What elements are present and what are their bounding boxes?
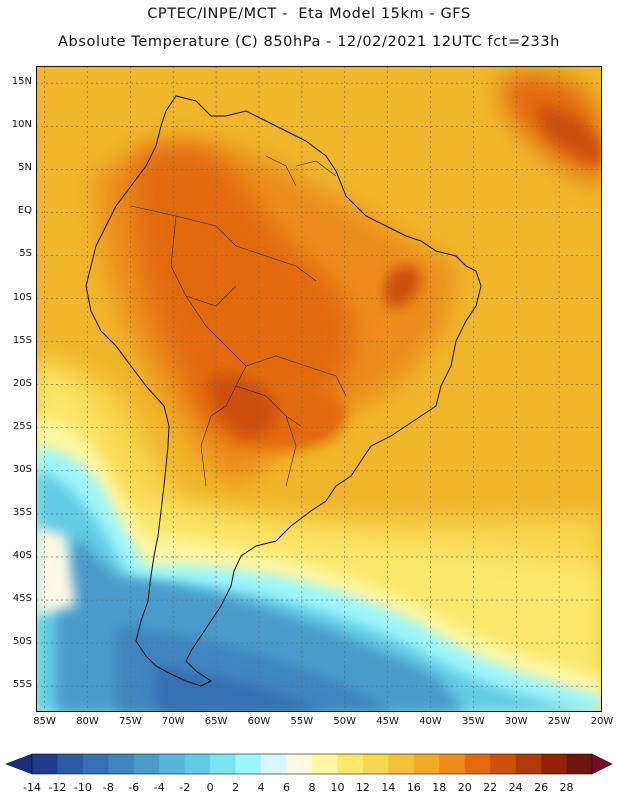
map-title: CPTEC/INPE/MCT - Eta Model 15km - GFS — [147, 6, 471, 22]
latitude-label: 10S — [12, 291, 32, 303]
colorbar-swatch — [490, 754, 516, 774]
colorbar-swatch — [439, 754, 466, 774]
latitude-label: 15N — [11, 76, 32, 88]
colorbar-swatch — [312, 754, 338, 774]
longitude-label: 35W — [462, 716, 485, 727]
latitude-label: 40S — [12, 549, 32, 561]
colorbar-swatch — [515, 754, 542, 774]
colorbar-swatch — [184, 754, 211, 774]
latitude-label: 45S — [12, 593, 32, 605]
colorbar-label: -10 — [73, 781, 92, 794]
colorbar-swatch — [541, 754, 567, 774]
colorbar-over-arrow — [591, 753, 613, 775]
coastline — [85, 95, 482, 687]
longitude-label: 30W — [504, 716, 528, 727]
latitude-label: 25S — [12, 420, 32, 432]
colorbar-label: 8 — [308, 781, 316, 794]
colorbar-swatch — [133, 754, 160, 774]
temperature-field — [36, 73, 602, 712]
colorbar-label: 16 — [406, 781, 421, 794]
latitude-label: 15S — [12, 334, 32, 346]
longitude-label: 40W — [419, 716, 442, 727]
country-borders — [130, 155, 347, 487]
colorbar-label: -6 — [128, 781, 140, 794]
colorbar-swatch — [82, 754, 109, 774]
latitude-label: 55S — [12, 679, 32, 691]
colorbar-label: -4 — [153, 781, 165, 794]
colorbar-swatch — [566, 754, 593, 774]
latitude-label: 10N — [11, 119, 32, 131]
colorbar-swatch — [286, 754, 313, 774]
colorbar-label: 4 — [257, 781, 265, 794]
latitude-label: 20S — [12, 377, 32, 389]
colorbar-label: -2 — [179, 781, 191, 794]
colorbar-label: 12 — [355, 781, 370, 794]
longitude-label: 75W — [119, 716, 142, 727]
colorbar-label: -8 — [102, 781, 114, 794]
colorbar-label: 14 — [381, 781, 396, 794]
longitude-label: 80W — [76, 716, 99, 727]
colorbar-under-arrow — [5, 753, 33, 775]
latitude-label: 5S — [19, 248, 32, 260]
longitude-label: 55W — [290, 716, 314, 727]
colorbar-swatch — [413, 754, 440, 774]
colorbar-swatch — [337, 754, 364, 774]
colorbar-swatch — [159, 754, 186, 774]
colorbar-swatch — [464, 754, 491, 774]
colorbar-swatch — [108, 754, 135, 774]
longitude-label: 45W — [376, 716, 399, 727]
colorbar-label: 28 — [559, 781, 574, 794]
colorbar-swatch — [210, 754, 236, 774]
colorbar-swatch — [261, 754, 287, 774]
longitude-label: 25W — [547, 716, 571, 727]
colorbar-label: -12 — [48, 781, 67, 794]
colorbar-label: 10 — [330, 781, 345, 794]
colorbar-swatch — [57, 754, 84, 774]
colorbar-label: 2 — [232, 781, 240, 794]
longitude-label: 65W — [204, 716, 228, 727]
colorbar — [5, 753, 613, 775]
latitude-label: 30S — [12, 463, 32, 475]
colorbar-label: -14 — [23, 781, 41, 794]
longitude-label: 70W — [161, 716, 185, 727]
lat-lon-grid — [36, 66, 602, 712]
colorbar-swatch — [362, 754, 389, 774]
map-frame — [36, 66, 602, 712]
latitude-label: 35S — [12, 506, 32, 518]
latitude-label: 50S — [12, 636, 32, 648]
latitude-label: 5N — [18, 162, 32, 174]
longitude-label: 85W — [33, 716, 56, 727]
temperature-map — [36, 66, 602, 712]
latitude-label: EQ — [17, 205, 32, 217]
longitude-label: 60W — [247, 716, 271, 727]
colorbar-label: 0 — [206, 781, 214, 794]
colorbar-label: 20 — [457, 781, 472, 794]
colorbar-label: 22 — [483, 781, 498, 794]
colorbar-swatch — [32, 754, 58, 774]
longitude-label: 50W — [333, 716, 357, 727]
colorbar-label: 6 — [283, 781, 291, 794]
colorbar-label: 24 — [508, 781, 523, 794]
colorbar-label: 26 — [534, 781, 549, 794]
map-subtitle: Absolute Temperature (C) 850hPa - 12/02/… — [58, 34, 560, 50]
colorbar-swatch — [388, 754, 415, 774]
longitude-label: 20W — [590, 716, 614, 727]
colorbar-frame — [31, 753, 593, 775]
colorbar-label: 18 — [432, 781, 447, 794]
colorbar-swatch — [235, 754, 262, 774]
